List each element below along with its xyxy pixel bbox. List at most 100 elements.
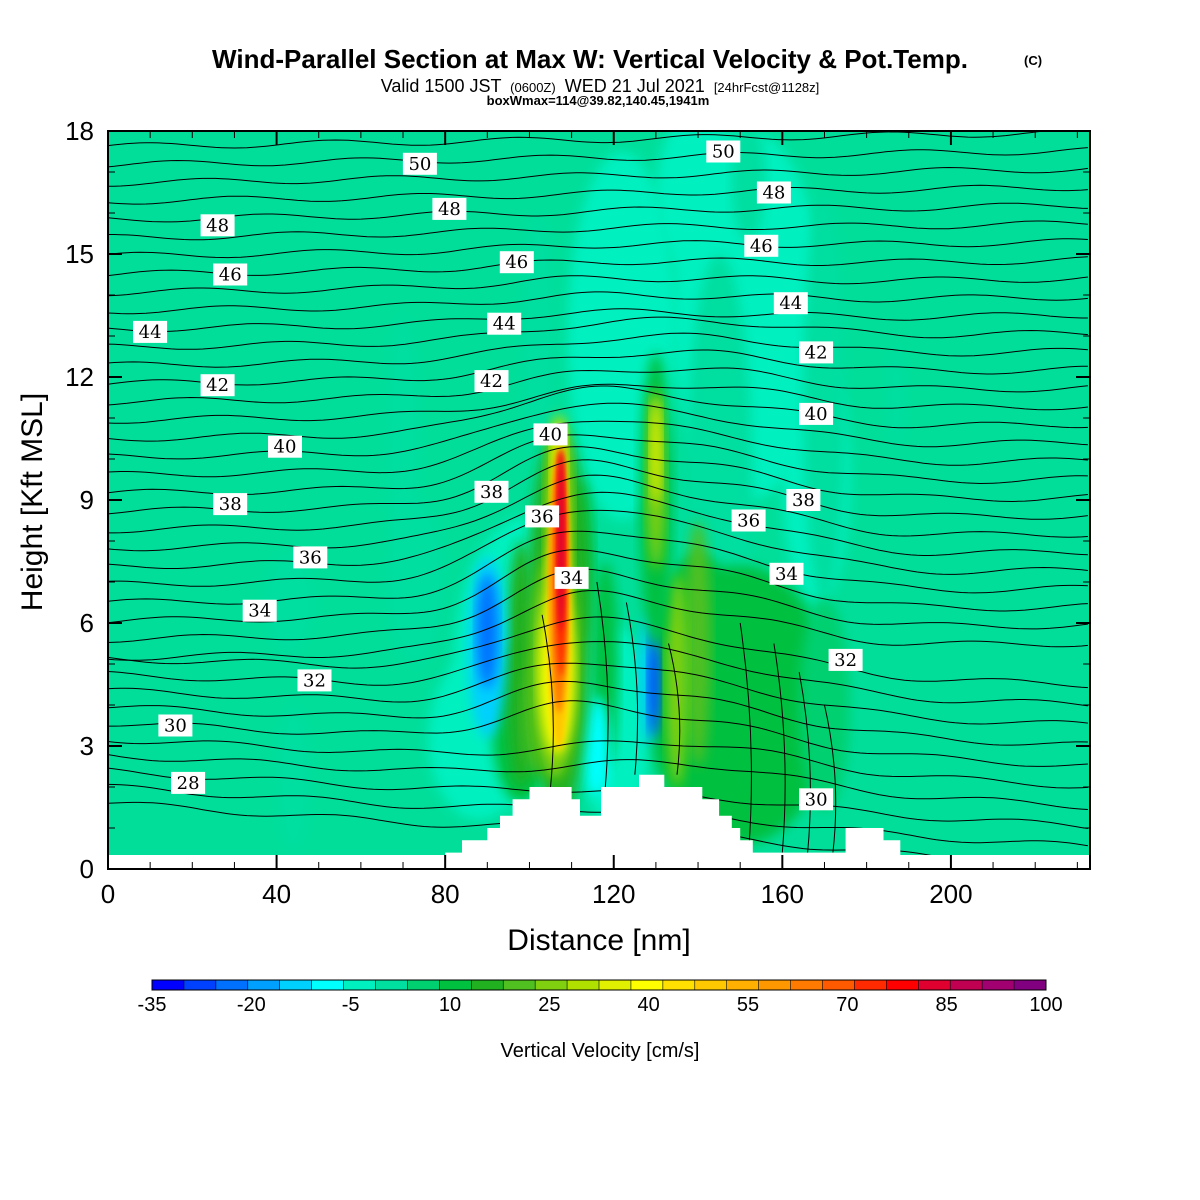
theta-contour-line [108,783,1088,847]
colorbar-title: Vertical Velocity [cm/s] [501,1040,700,1062]
colorbar-tick-label: 85 [936,994,958,1016]
velocity-cell [885,348,907,447]
contour-label-text: 48 [762,183,785,204]
contour-label-text: 36 [737,511,760,532]
contour-label-text: 46 [505,252,528,273]
velocity-cell [685,520,711,767]
y-tick-label: 0 [80,854,94,884]
x-axis-label: Distance [nm] [507,924,690,957]
contour-label: 44 [133,320,168,343]
colorbar-swatch [662,980,696,990]
contour-label-box [799,402,834,425]
colorbar-swatch [407,980,440,990]
contour-label-box [731,509,766,532]
theta-contour-line [108,256,1088,277]
theta-contour-line [108,184,1088,205]
contour-label-box [799,341,834,364]
colorbar-tick-label: 70 [836,994,858,1016]
contour-label-text: 50 [408,154,431,175]
colorbar-tick-label: -5 [342,994,360,1016]
theta-contour-line [823,704,837,853]
colorbar-swatch [694,980,728,990]
contour-label-box [499,251,534,274]
theta-contour-line [108,385,1088,442]
theta-contour-line [108,367,1088,406]
contour-label-box [773,292,808,315]
contour-label-text: 36 [299,547,322,568]
contour-label-text: 28 [177,773,200,794]
ground-strip [108,855,1090,869]
theta-contour-line [108,700,1088,767]
contour-label-box [525,505,560,528]
contour-label: 46 [499,251,534,274]
colorbar-swatch [918,980,951,990]
x-tick-label: 40 [262,879,291,909]
contour-label: 34 [242,599,277,622]
contour-label-box [268,435,302,458]
contour-label-box [474,480,509,503]
contour-label-text: 44 [493,314,516,335]
contour-label-box [474,370,509,393]
colorbar-swatch [567,980,600,990]
contour-label-text: 32 [834,650,857,671]
contour-label: 34 [554,566,589,589]
contour-label: 36 [293,546,328,569]
contour-label-text: 40 [805,404,828,425]
theta-contour-line [108,509,1088,587]
contour-label-box [769,562,804,585]
theta-contour-line [108,641,1088,707]
valid-utc: (0600Z) [510,80,556,95]
contour-label-text: 32 [303,670,326,691]
contour-label-text: 36 [531,506,554,527]
theta-contour-line [108,680,1088,746]
colorbar-swatch [758,980,791,990]
velocity-cell [386,500,446,664]
contour-label-box [706,140,741,163]
valid-prefix: Valid 1500 JST [381,76,502,96]
contour-label: 46 [213,263,248,286]
theta-contour-line [108,166,1088,187]
colorbar-swatch [152,980,185,990]
colorbar-swatch [311,980,344,990]
theta-contour-line [668,643,681,775]
contour-label-text: 38 [219,494,242,515]
contour-label-box [799,788,834,811]
velocity-cell [521,213,555,459]
contour-label-text: 30 [164,716,187,737]
contour-label-box [786,489,821,511]
theta-contours [108,131,1088,866]
colorbar-swatch [982,980,1015,990]
theta-contour-line [108,238,1088,259]
contour-label: 42 [799,341,834,364]
y-tick-label: 15 [65,239,94,269]
theta-contour-line [108,420,1088,478]
colorbar-swatch [1014,980,1047,990]
theta-contour-line [108,147,1088,168]
contour-label: 38 [474,480,509,503]
contour-label: 50 [706,140,741,163]
contour-label-text: 34 [560,568,583,589]
contour-label-box [487,312,522,335]
theta-contour-line [108,549,1088,624]
contour-label-box [554,566,589,589]
colorbar-tick-label: 10 [439,994,461,1016]
chart-title: Wind-Parallel Section at Max W: Vertical… [212,44,968,74]
contour-label: 44 [487,312,522,335]
contour-label-box [293,546,328,569]
contour-label: 40 [533,423,568,446]
contour-label-text: 46 [219,265,242,286]
colorbar-swatch [471,980,504,990]
colorbar-swatch [886,980,919,990]
colorbar-tick-label: -35 [138,994,167,1016]
colorbar-swatch [822,980,855,990]
theta-contour-line [739,622,752,853]
plot-area: 50 48 48 46 44 42 40 38 36 34 32 30 28 46 44 42 40 38 36 34… [108,131,1090,869]
theta-contour-line [108,316,1088,350]
contour-label-box [213,263,248,286]
colorbar-swatch [343,980,376,990]
velocity-cell [655,131,741,275]
contour-label: 32 [828,648,863,671]
contour-label: 36 [731,509,766,532]
x-tick-label: 80 [431,879,460,909]
contour-label-text: 38 [792,490,815,511]
